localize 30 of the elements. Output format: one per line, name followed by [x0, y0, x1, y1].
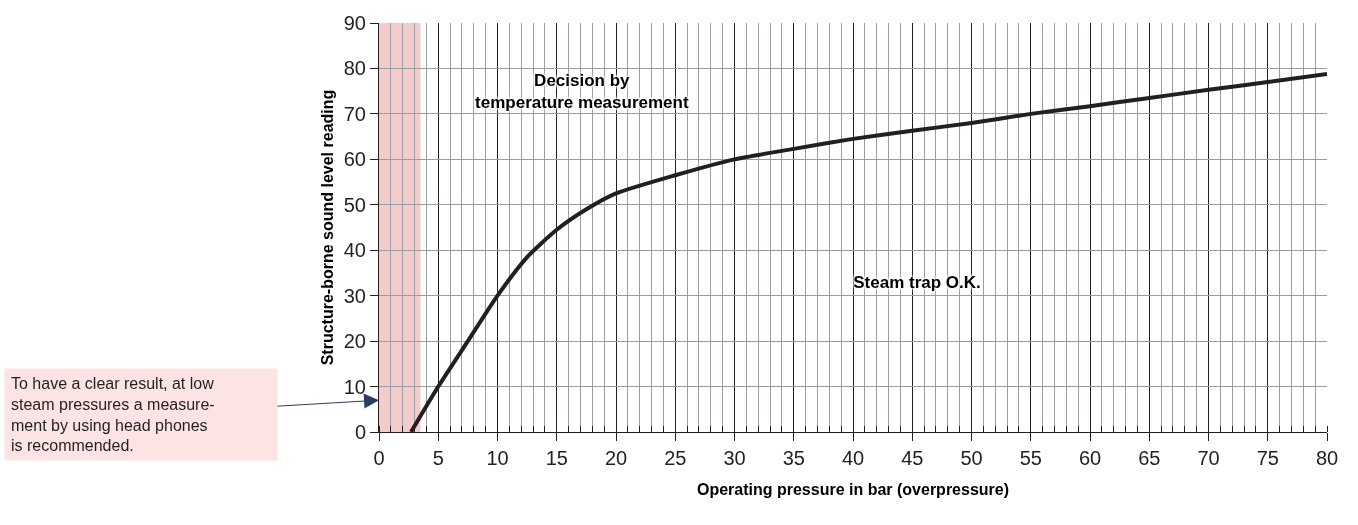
x-tick-label: 55: [1019, 447, 1042, 469]
y-tick-label: 70: [343, 102, 366, 125]
y-tick-label: 60: [343, 148, 366, 171]
y-tick-label: 20: [343, 330, 366, 353]
text: To have a clear result, at low steam pressures a measure- ment by using head phones is recommended.: [11, 375, 215, 455]
x-tick-label: 15: [545, 447, 568, 469]
x-tick-label: 65: [1138, 447, 1161, 469]
y-axis-title: Structure-borne sound level reading: [318, 89, 336, 366]
x-tick-label: 40: [841, 447, 865, 469]
y-tick-label: 90: [343, 12, 366, 34]
y-tick-label: 40: [343, 239, 366, 262]
x-tick-label: 0: [373, 447, 385, 469]
y-tick-label: 30: [343, 284, 366, 307]
y-tick-label: 0: [354, 421, 366, 443]
x-tick-label: 80: [1315, 447, 1339, 469]
x-tick-label: 75: [1256, 447, 1279, 469]
x-tick-label: 50: [960, 447, 983, 469]
x-tick-label: 10: [486, 447, 509, 469]
y-tick-label: 10: [343, 375, 366, 398]
x-tick-label: 35: [782, 447, 805, 469]
x-axis-title: Operating pressure in bar (overpressure): [696, 480, 1010, 498]
y-tick-label: 50: [343, 193, 366, 216]
x-tick-label: 25: [664, 447, 687, 469]
x-tick-label: 45: [901, 447, 924, 469]
x-tick-label: 70: [1197, 447, 1220, 469]
x-tick-label: 60: [1078, 447, 1102, 469]
x-tick-label: 5: [432, 447, 444, 469]
x-tick-label: 20: [604, 447, 628, 469]
x-tick-label: 30: [723, 447, 746, 469]
y-tick-label: 80: [343, 57, 366, 80]
